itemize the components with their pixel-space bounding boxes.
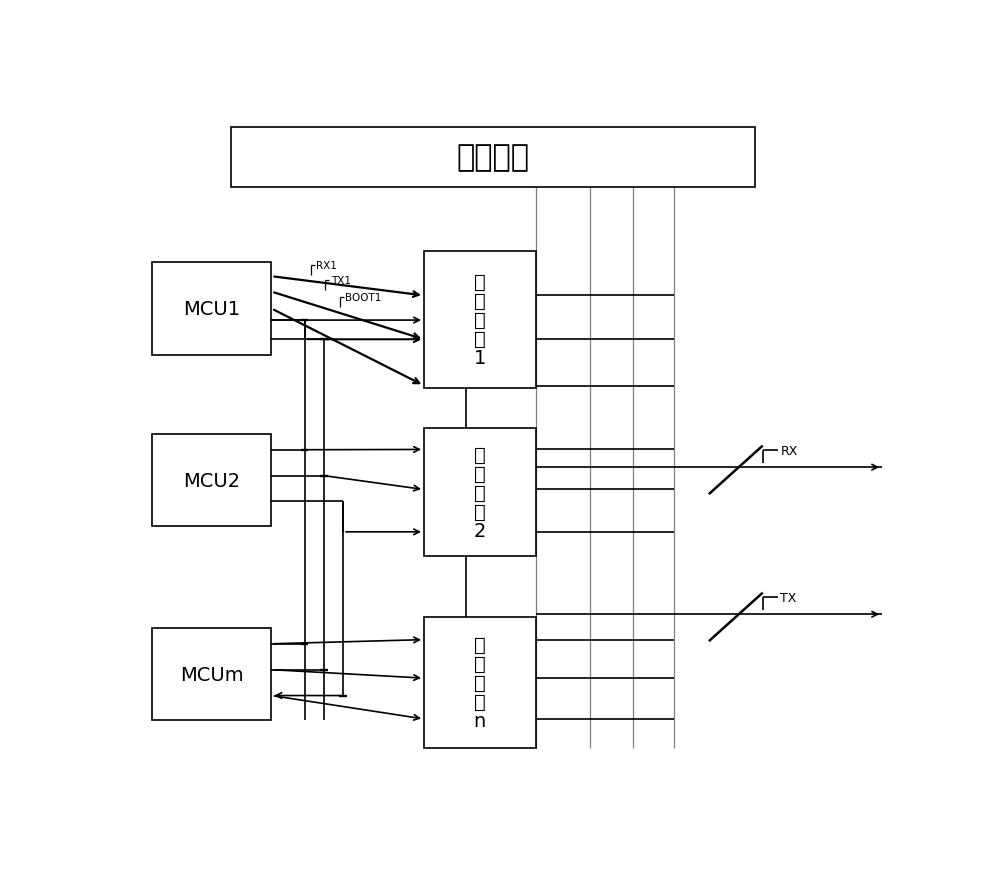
Text: RX1: RX1 xyxy=(316,261,337,270)
Text: MCU1: MCU1 xyxy=(183,299,240,319)
Text: BOOT1: BOOT1 xyxy=(345,292,382,303)
Text: TX: TX xyxy=(780,591,797,604)
Text: MCUm: MCUm xyxy=(180,665,244,684)
Text: TX1: TX1 xyxy=(331,276,351,285)
Bar xyxy=(231,127,755,188)
Text: MCU2: MCU2 xyxy=(183,471,240,490)
Bar xyxy=(152,629,271,721)
Text: 多
路
开
关
n: 多 路 开 关 n xyxy=(474,635,486,730)
Bar xyxy=(424,428,536,557)
Text: 多
路
开
关
2: 多 路 开 关 2 xyxy=(474,445,486,540)
Bar xyxy=(152,435,271,527)
Bar xyxy=(424,251,536,388)
Text: 多
路
开
关
1: 多 路 开 关 1 xyxy=(474,272,486,367)
Bar xyxy=(424,617,536,748)
Bar xyxy=(152,263,271,356)
Text: RX: RX xyxy=(780,444,798,457)
Text: 拨码开关: 拨码开关 xyxy=(457,143,530,172)
